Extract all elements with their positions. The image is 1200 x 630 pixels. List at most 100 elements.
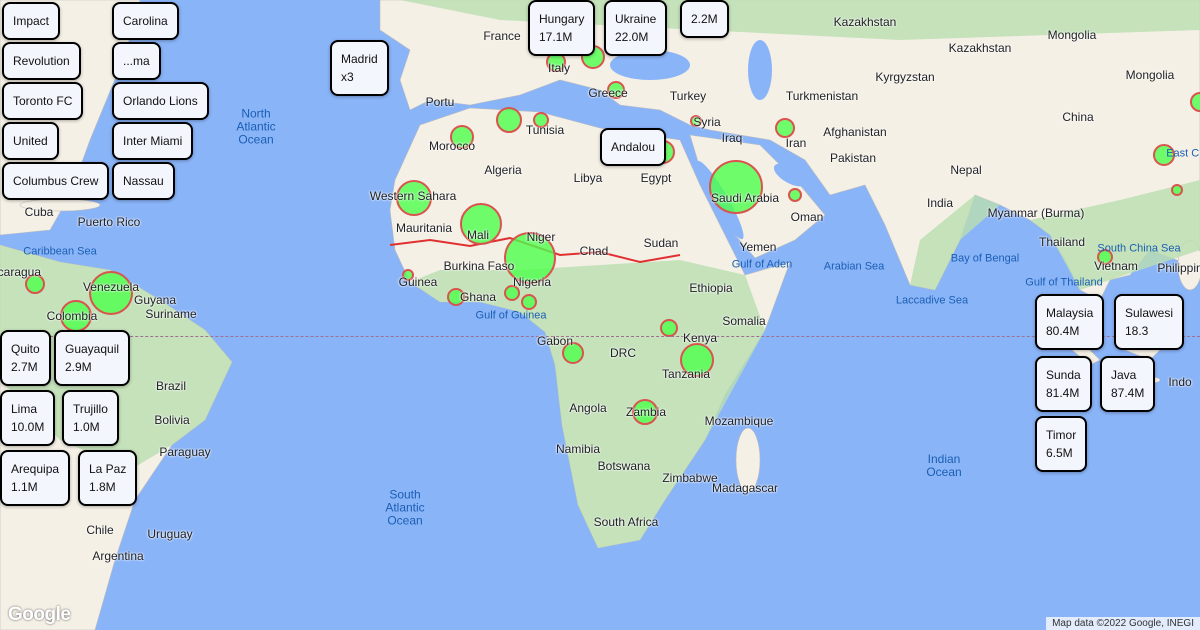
population-marker[interactable] bbox=[1097, 249, 1113, 265]
place-label: Somalia bbox=[722, 314, 766, 328]
sea-label: Arabian Sea bbox=[823, 260, 885, 273]
info-window-title: Lima bbox=[11, 402, 38, 416]
place-label: Iran bbox=[785, 136, 807, 150]
place-label: Gabon bbox=[536, 334, 574, 348]
population-marker[interactable] bbox=[533, 112, 549, 128]
info-window[interactable]: Revolution bbox=[2, 42, 81, 80]
info-window-title: La Paz bbox=[89, 462, 127, 476]
info-window[interactable]: Trujillo 1.0M bbox=[62, 390, 119, 446]
info-window[interactable]: Carolina bbox=[112, 2, 179, 40]
info-window-title: Revolution bbox=[13, 54, 70, 68]
place-label: France bbox=[483, 29, 521, 43]
map-attribution[interactable]: Map data ©2022 Google, INEGI bbox=[1046, 617, 1200, 630]
equator-line bbox=[0, 336, 1200, 337]
info-window[interactable]: Columbus Crew bbox=[2, 162, 110, 200]
info-window[interactable]: Java 87.4M bbox=[1100, 356, 1156, 412]
info-window[interactable]: Sulawesi 18.3 bbox=[1114, 294, 1185, 350]
sea-label: Laccadive Sea bbox=[895, 294, 969, 307]
population-marker[interactable] bbox=[1153, 144, 1175, 166]
info-window[interactable]: Timor 6.5M bbox=[1035, 416, 1088, 472]
place-label: Mali bbox=[466, 228, 490, 242]
population-marker[interactable] bbox=[607, 81, 625, 99]
black-sea bbox=[610, 50, 690, 80]
place-label: Burkina Faso bbox=[443, 259, 515, 273]
place-label: Libya bbox=[573, 171, 603, 185]
info-window-value: 6.5M bbox=[1046, 446, 1073, 460]
population-marker[interactable] bbox=[447, 288, 465, 306]
info-window-title: Guayaquil bbox=[65, 342, 120, 356]
info-window-title: Andalou bbox=[611, 140, 656, 154]
info-window-title: Trujillo bbox=[73, 402, 108, 416]
place-label: Mongolia bbox=[1047, 28, 1097, 42]
population-marker[interactable] bbox=[775, 118, 795, 138]
info-window[interactable]: Guayaquil 2.9M bbox=[54, 330, 131, 386]
info-window-title: Hungary bbox=[539, 12, 585, 26]
info-window-title: Quito bbox=[11, 342, 40, 356]
population-marker[interactable] bbox=[25, 274, 45, 294]
info-window[interactable]: Ukraine 22.0M bbox=[604, 0, 668, 56]
population-marker[interactable] bbox=[562, 342, 584, 364]
info-window-title: Nassau bbox=[123, 174, 164, 188]
population-marker[interactable] bbox=[460, 203, 502, 245]
place-label: icaragua bbox=[0, 265, 42, 279]
info-window[interactable]: Andalou bbox=[600, 128, 667, 166]
place-label: Puerto Rico bbox=[77, 215, 141, 229]
place-label: Turkmenistan bbox=[785, 89, 859, 103]
population-marker[interactable] bbox=[660, 319, 678, 337]
vegetation-se-asia bbox=[1030, 180, 1200, 290]
info-window[interactable]: Impact bbox=[2, 2, 61, 40]
info-window[interactable]: ...ma bbox=[112, 42, 161, 80]
population-marker[interactable] bbox=[1171, 184, 1183, 196]
info-window[interactable]: Hungary 17.1M bbox=[528, 0, 596, 56]
info-window[interactable]: Malaysia 80.4M bbox=[1035, 294, 1105, 350]
info-window[interactable]: Lima 10.0M bbox=[0, 390, 56, 446]
info-window-title: Ukraine bbox=[615, 12, 657, 26]
info-window-value: 2.9M bbox=[65, 360, 92, 374]
ocean-label: South Atlantic Ocean bbox=[385, 487, 425, 528]
population-marker[interactable] bbox=[450, 125, 474, 149]
info-window[interactable]: La Paz 1.8M bbox=[78, 450, 138, 506]
population-marker[interactable] bbox=[504, 232, 556, 284]
place-label: Kenya bbox=[682, 331, 718, 345]
info-window-title: Impact bbox=[13, 14, 50, 28]
google-logo[interactable]: Google bbox=[8, 604, 71, 625]
sea-label: Gulf of Aden bbox=[731, 258, 793, 271]
place-label: Morocco bbox=[428, 139, 476, 153]
population-marker[interactable] bbox=[504, 285, 520, 301]
population-marker[interactable] bbox=[521, 294, 537, 310]
population-marker[interactable] bbox=[690, 115, 702, 127]
info-window[interactable]: Madrid x3 bbox=[330, 40, 389, 96]
ocean-label: North Atlantic Ocean bbox=[236, 106, 276, 147]
place-label: Nepal bbox=[950, 163, 982, 177]
population-marker[interactable] bbox=[632, 399, 658, 425]
info-window[interactable]: Sunda 81.4M bbox=[1035, 356, 1092, 412]
info-window[interactable]: Arequipa 1.1M bbox=[0, 450, 71, 506]
info-window[interactable]: Nassau bbox=[112, 162, 175, 200]
place-label: Guinea bbox=[398, 275, 438, 289]
population-marker[interactable] bbox=[396, 180, 432, 216]
info-window[interactable]: Orlando Lions bbox=[112, 82, 209, 120]
population-marker[interactable] bbox=[496, 107, 522, 133]
info-window[interactable]: Inter Miami bbox=[112, 122, 194, 160]
population-marker[interactable] bbox=[709, 160, 763, 214]
place-label: Angola bbox=[569, 401, 607, 415]
info-window-title: Arequipa bbox=[11, 462, 60, 476]
info-window-title: Sulawesi bbox=[1125, 306, 1174, 320]
info-window[interactable]: Quito 2.7M bbox=[0, 330, 51, 386]
population-marker[interactable] bbox=[1190, 92, 1200, 112]
place-label: Kazakhstan bbox=[948, 41, 1012, 55]
population-marker[interactable] bbox=[402, 269, 414, 281]
info-window[interactable]: 2.2M bbox=[680, 0, 729, 38]
population-marker[interactable] bbox=[788, 188, 802, 202]
population-marker[interactable] bbox=[680, 343, 714, 377]
info-window-value: 1.1M bbox=[11, 480, 38, 494]
place-label: Italy bbox=[547, 61, 571, 75]
place-label: India bbox=[926, 196, 954, 210]
info-window[interactable]: Toronto FC bbox=[2, 82, 84, 120]
population-marker[interactable] bbox=[89, 271, 133, 315]
info-window[interactable]: United bbox=[2, 122, 59, 160]
place-label: Colombia bbox=[46, 309, 98, 323]
info-window-title: Columbus Crew bbox=[13, 174, 99, 188]
caspian-sea bbox=[748, 40, 772, 100]
info-window-title: Orlando Lions bbox=[123, 94, 198, 108]
